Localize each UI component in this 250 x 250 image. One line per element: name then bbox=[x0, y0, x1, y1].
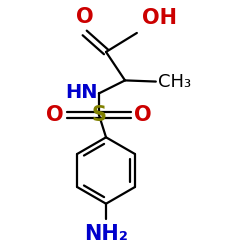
Text: O: O bbox=[134, 105, 152, 125]
Text: NH₂: NH₂ bbox=[84, 224, 128, 244]
Text: O: O bbox=[76, 7, 94, 27]
Text: HN: HN bbox=[65, 83, 98, 102]
Text: CH₃: CH₃ bbox=[158, 72, 191, 90]
Text: O: O bbox=[46, 105, 63, 125]
Text: S: S bbox=[92, 105, 106, 125]
Text: OH: OH bbox=[142, 8, 176, 28]
